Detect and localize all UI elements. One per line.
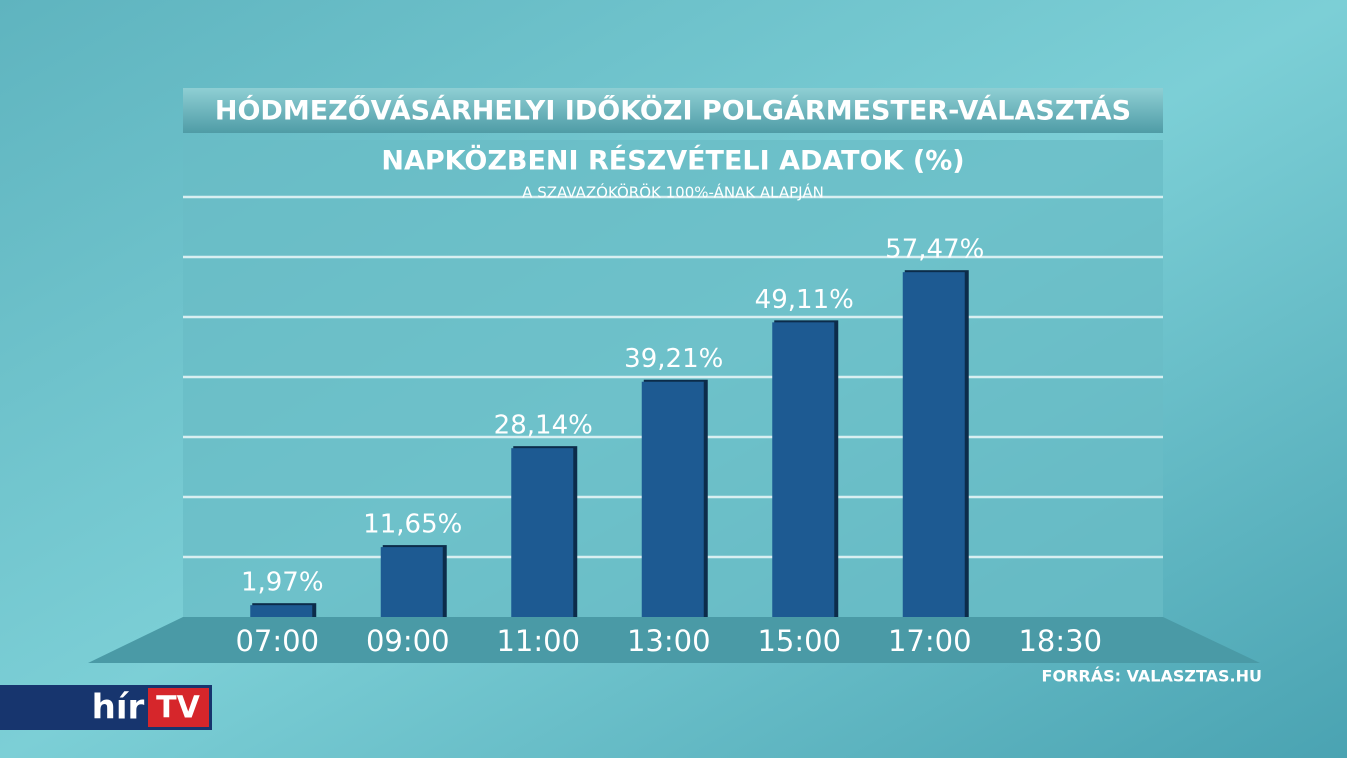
- x-tick-label: 09:00: [366, 624, 450, 658]
- chart-subtitle: NAPKÖZBENI RÉSZVÉTELI ADATOK (%): [381, 144, 964, 177]
- x-tick-label: 13:00: [627, 624, 711, 658]
- bar: [380, 547, 443, 617]
- floor: [88, 617, 1260, 663]
- bar: [511, 448, 574, 617]
- value-label: 1,97%: [241, 568, 324, 598]
- x-tick-label: 17:00: [888, 624, 972, 658]
- value-label: 39,21%: [624, 344, 723, 374]
- x-tick-label: 15:00: [757, 624, 841, 658]
- logo-left: hír: [92, 688, 145, 728]
- chart-title: HÓDMEZŐVÁSÁRHELYI IDŐKÖZI POLGÁRMESTER-V…: [215, 94, 1131, 127]
- value-label: 11,65%: [363, 510, 462, 540]
- x-tick-label: 07:00: [235, 624, 319, 658]
- bar: [641, 381, 704, 617]
- value-label: 49,11%: [755, 285, 854, 315]
- chart-note: A SZAVAZÓKÖRÖK 100%-ÁNAK ALAPJÁN: [522, 183, 824, 202]
- x-tick-label: 11:00: [496, 624, 580, 658]
- title-bar: [183, 88, 1163, 133]
- bar: [772, 322, 835, 617]
- value-label: 57,47%: [885, 235, 984, 265]
- value-label: 28,14%: [494, 411, 593, 441]
- bar: [250, 605, 313, 617]
- x-tick-label: 18:30: [1018, 624, 1102, 658]
- logo-red: [148, 688, 209, 727]
- bar: [902, 272, 965, 617]
- logo-right: TV: [156, 691, 200, 726]
- source: FORRÁS: VALASZTAS.HU: [1042, 667, 1262, 686]
